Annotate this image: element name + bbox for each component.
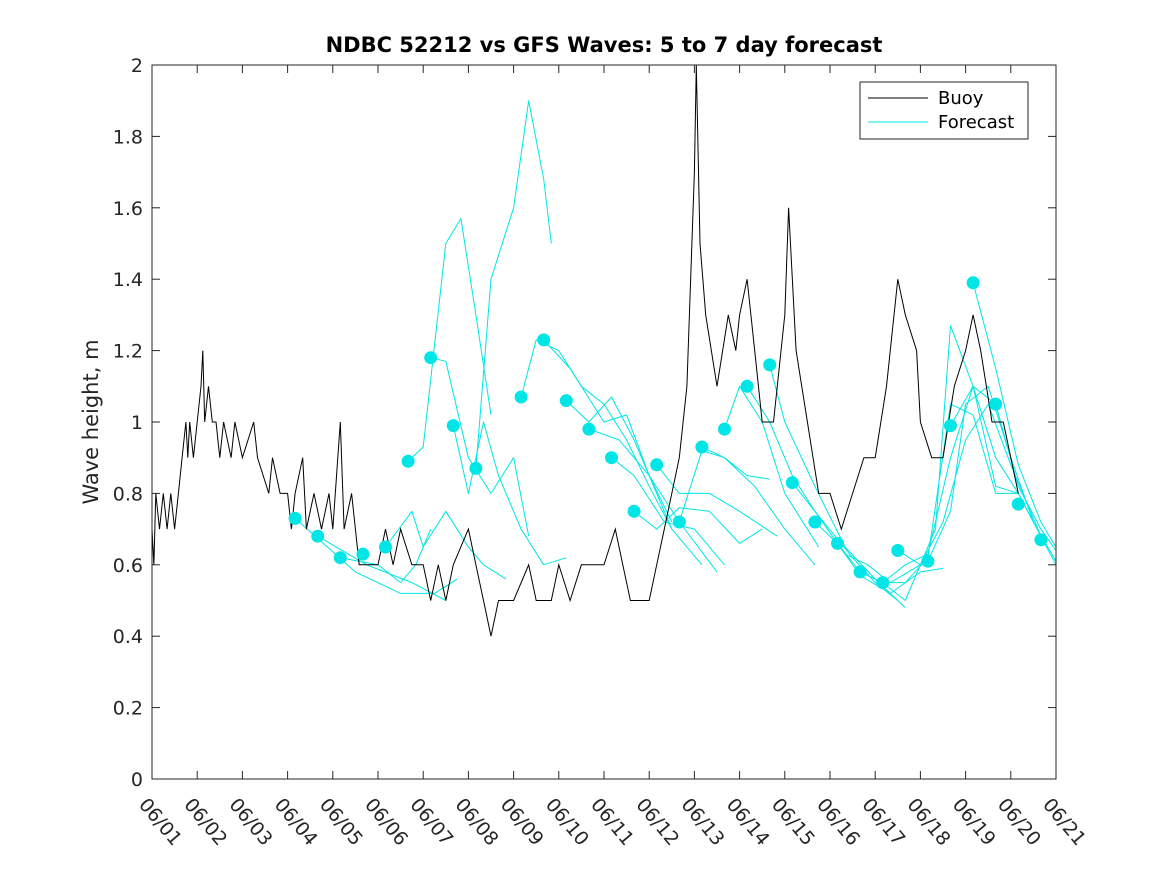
y-tick-label: 0.4 xyxy=(113,626,143,648)
forecast-line-segment xyxy=(588,428,718,573)
y-tick-label: 0.8 xyxy=(113,483,143,505)
forecast-line-segment xyxy=(430,357,530,537)
buoy-line xyxy=(151,64,1019,637)
chart-title: NDBC 52212 vs GFS Waves: 5 to 7 day fore… xyxy=(326,33,883,57)
data-layer xyxy=(151,64,1057,637)
legend: Buoy Forecast xyxy=(859,81,1029,140)
forecast-line-segment xyxy=(656,464,778,537)
forecast-line-segment xyxy=(972,282,1057,548)
legend-box xyxy=(859,81,1029,140)
y-tick-label: 1 xyxy=(131,412,143,434)
forecast-point xyxy=(740,379,754,393)
forecast-line-segment xyxy=(475,100,552,469)
forecast-line-segment xyxy=(791,482,921,584)
forecast-point xyxy=(1011,497,1025,511)
forecast-point xyxy=(469,461,483,475)
forecast-point xyxy=(944,419,957,433)
y-tick-label: 2 xyxy=(131,55,143,77)
forecast-line-segment xyxy=(565,396,703,566)
forecast-line-segment xyxy=(859,325,1034,601)
forecast-point xyxy=(763,358,777,372)
forecast-point xyxy=(921,554,935,568)
forecast-point xyxy=(853,565,867,579)
forecast-point xyxy=(537,333,551,347)
forecast-point xyxy=(831,536,844,550)
forecast-point xyxy=(288,511,302,525)
y-tick-label: 0.2 xyxy=(113,698,143,720)
forecast-line-segment xyxy=(633,507,763,544)
forecast-point xyxy=(311,529,325,543)
y-axis-label: Wave height, m xyxy=(79,339,103,504)
forecast-line-segment xyxy=(950,385,1057,551)
y-tick-label: 0 xyxy=(131,769,143,791)
y-tick-label: 1.4 xyxy=(113,269,143,291)
forecast-line-segment xyxy=(407,218,492,462)
forecast-point xyxy=(1034,533,1048,547)
forecast-point xyxy=(356,547,370,561)
forecast-line-segment xyxy=(701,446,770,480)
forecast-line-segment xyxy=(340,528,432,584)
forecast-point xyxy=(401,454,415,468)
forecast-point xyxy=(876,576,890,590)
forecast-point xyxy=(605,451,618,465)
forecast-point xyxy=(672,515,686,529)
forecast-line-segment xyxy=(678,450,816,566)
forecast-line-segment xyxy=(927,385,1057,562)
forecast-point xyxy=(582,422,596,436)
forecast-point xyxy=(446,419,460,433)
forecast-point xyxy=(559,394,573,408)
forecast-point xyxy=(891,544,905,557)
forecast-point xyxy=(989,397,1003,411)
forecast-point xyxy=(379,540,392,554)
y-tick-label: 0.6 xyxy=(113,555,143,577)
y-tick-label: 1.6 xyxy=(113,198,143,220)
forecast-point xyxy=(785,476,799,490)
forecast-point xyxy=(808,515,822,529)
legend-label-forecast: Forecast xyxy=(938,112,1014,133)
forecast-point xyxy=(333,551,347,565)
forecast-point xyxy=(514,390,528,404)
forecast-point xyxy=(650,458,664,472)
forecast-point xyxy=(627,504,641,518)
forecast-line-segment xyxy=(452,421,567,566)
forecast-line-segment xyxy=(882,403,1042,584)
forecast-point xyxy=(718,422,731,436)
forecast-line-segment xyxy=(385,510,507,580)
y-tick-label: 1.2 xyxy=(113,341,143,363)
legend-label-buoy: Buoy xyxy=(938,88,984,109)
forecast-point xyxy=(966,276,980,290)
forecast-point xyxy=(695,440,709,454)
y-tick-label: 1.8 xyxy=(113,126,143,148)
forecast-point xyxy=(424,351,438,365)
